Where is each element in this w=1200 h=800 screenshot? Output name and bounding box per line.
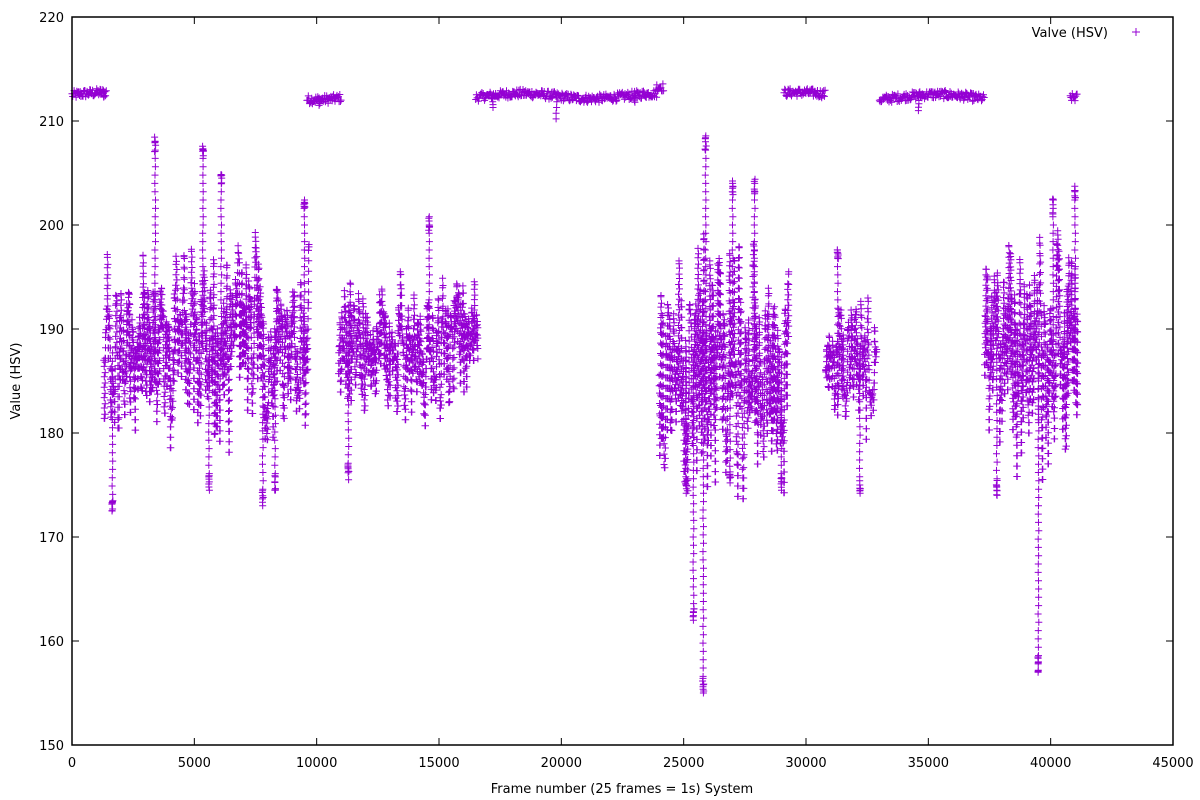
data-points-plus-markers bbox=[1018, 233, 1054, 483]
data-points-plus-markers bbox=[726, 175, 1079, 676]
x-tick-label: 20000 bbox=[541, 756, 582, 771]
y-tick-label: 150 bbox=[39, 739, 64, 754]
data-points-plus-markers bbox=[187, 245, 229, 445]
y-tick-label: 190 bbox=[39, 323, 64, 338]
data-points-plus-markers bbox=[117, 251, 159, 434]
x-tick-label: 35000 bbox=[908, 756, 949, 771]
y-tick-label: 170 bbox=[39, 531, 64, 546]
data-points-plus-markers bbox=[662, 257, 699, 495]
x-tick-label: 0 bbox=[68, 756, 76, 771]
y-tick-label: 160 bbox=[39, 635, 64, 650]
legend-label: Valve (HSV) bbox=[1032, 26, 1108, 41]
legend: Valve (HSV) bbox=[1032, 26, 1140, 41]
data-points-plus-markers bbox=[712, 243, 748, 503]
x-tick-label: 40000 bbox=[1030, 756, 1071, 771]
data-points-plus-markers bbox=[108, 132, 710, 697]
x-tick-label: 10000 bbox=[296, 756, 337, 771]
y-axis-ticks: 150 160 170 180 190 200 210 220 bbox=[39, 11, 1173, 754]
legend-plus-icon bbox=[1132, 28, 1140, 36]
data-points-plus-markers bbox=[989, 242, 1026, 480]
y-axis-title: Value (HSV) bbox=[9, 343, 24, 420]
legend-marker-plus bbox=[1132, 28, 1140, 36]
data-points-plus-markers bbox=[221, 229, 262, 456]
x-tick-label: 30000 bbox=[785, 756, 826, 771]
data-points-plus-markers bbox=[358, 268, 407, 415]
x-axis-title: Frame number (25 frames = 1s) System bbox=[491, 782, 753, 797]
y-tick-label: 210 bbox=[39, 115, 64, 130]
data-points-plus-markers bbox=[841, 265, 997, 443]
data-points-plus-markers bbox=[769, 268, 849, 497]
y-tick-label: 220 bbox=[39, 11, 64, 26]
x-tick-label: 25000 bbox=[663, 756, 704, 771]
x-axis-ticks: 0 5000 10000 15000 20000 25000 30000 35000 40000… bbox=[68, 17, 1194, 771]
data-points-plus-markers bbox=[442, 278, 670, 472]
points-layer bbox=[68, 80, 1082, 697]
data-points-plus-markers bbox=[691, 230, 720, 491]
x-tick-label: 15000 bbox=[418, 756, 459, 771]
y-tick-label: 180 bbox=[39, 427, 64, 442]
x-tick-label: 5000 bbox=[178, 756, 211, 771]
x-tick-label: 45000 bbox=[1152, 756, 1193, 771]
y-tick-label: 200 bbox=[39, 219, 64, 234]
plot-frame bbox=[71, 16, 1174, 746]
